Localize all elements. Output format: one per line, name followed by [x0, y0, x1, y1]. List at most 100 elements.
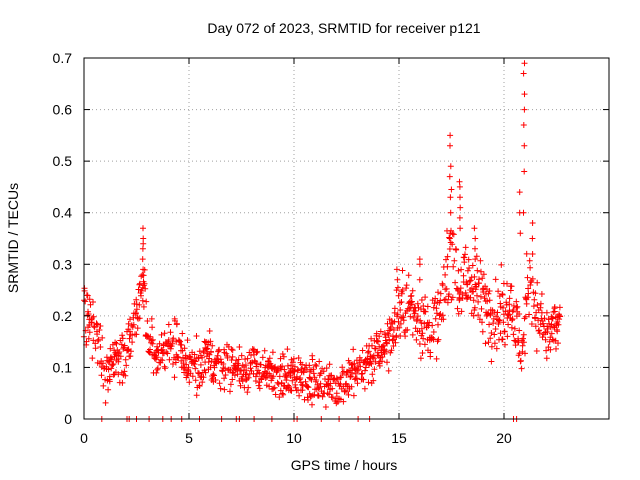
data-point: [418, 297, 425, 303]
data-point: [555, 340, 561, 347]
data-point: [82, 298, 89, 305]
data-point: [110, 361, 117, 367]
data-point: [247, 365, 254, 372]
data-point: [449, 294, 456, 301]
x-tick-label: 5: [185, 430, 193, 446]
axis-ticks: [83, 57, 609, 420]
data-point: [123, 362, 130, 369]
data-point: [85, 335, 92, 342]
data-point: [202, 369, 209, 376]
data-point: [250, 347, 257, 354]
data-point: [385, 367, 392, 374]
data-point: [496, 317, 503, 324]
data-point: [503, 301, 510, 308]
data-point: [369, 371, 376, 378]
data-point: [449, 230, 456, 237]
data-point: [149, 336, 156, 343]
data-point: [138, 287, 145, 294]
data-point: [256, 385, 263, 392]
data-point: [142, 285, 149, 292]
data-point: [153, 369, 160, 376]
data-point: [243, 367, 250, 374]
y-tick-label: 0.7: [53, 50, 73, 66]
data-point: [167, 329, 174, 336]
data-point: [470, 297, 477, 304]
data-point: [499, 336, 506, 343]
data-point: [139, 297, 146, 304]
data-point: [530, 303, 537, 310]
data-point: [368, 335, 375, 342]
data-point: [430, 329, 437, 335]
data-point: [276, 394, 283, 401]
data-point: [158, 331, 165, 338]
data-point: [400, 317, 407, 324]
data-point: [105, 386, 112, 393]
data-point: [229, 353, 236, 360]
data-point: [485, 339, 492, 346]
data-point: [515, 339, 522, 346]
data-point: [516, 189, 523, 196]
data-point: [456, 183, 463, 190]
data-point: [403, 285, 410, 292]
data-point: [431, 300, 438, 307]
data-point: [390, 343, 397, 349]
data-point: [447, 194, 454, 201]
data-point: [229, 376, 236, 383]
data-point: [327, 380, 334, 387]
data-point: [328, 372, 335, 379]
data-point: [437, 297, 444, 304]
data-point: [521, 91, 528, 98]
data-point: [377, 328, 384, 335]
data-point: [140, 303, 147, 310]
data-point: [491, 331, 498, 338]
data-point: [266, 383, 273, 390]
data-point: [99, 334, 106, 341]
data-point: [456, 178, 463, 185]
data-point: [398, 290, 405, 297]
data-point: [533, 348, 540, 354]
data-point: [109, 362, 116, 369]
data-point: [97, 323, 104, 329]
data-point: [535, 317, 542, 324]
data-point: [133, 331, 140, 338]
data-point: [437, 290, 444, 297]
data-point: [435, 289, 441, 296]
data-point: [245, 384, 252, 391]
data-point: [521, 142, 528, 149]
data-point: [385, 332, 392, 338]
data-point: [370, 377, 377, 384]
data-point: [411, 310, 418, 317]
data-point: [291, 363, 298, 370]
data-point: [510, 307, 517, 313]
data-point: [97, 344, 104, 350]
data-point: [280, 391, 287, 398]
data-point: [207, 338, 214, 345]
data-point: [323, 365, 330, 372]
data-point: [514, 303, 521, 310]
data-point: [237, 382, 244, 389]
data-point: [91, 324, 98, 331]
data-point: [166, 356, 173, 363]
data-point: [442, 296, 449, 303]
data-point: [319, 393, 326, 400]
data-point: [446, 234, 453, 241]
data-point: [408, 292, 415, 299]
data-point: [140, 266, 147, 273]
y-tick-label: 0.1: [53, 359, 73, 375]
data-point: [446, 246, 453, 252]
data-point: [256, 369, 263, 376]
data-point: [536, 327, 543, 334]
data-point: [191, 361, 198, 368]
data-point: [289, 377, 296, 384]
data-point: [208, 349, 214, 356]
data-point: [140, 225, 146, 232]
data-point: [127, 316, 133, 323]
data-point: [117, 353, 124, 360]
data-point: [413, 336, 420, 343]
data-point: [479, 328, 486, 335]
data-point: [156, 340, 163, 347]
data-point: [252, 373, 259, 380]
data-point: [480, 271, 487, 278]
data-point: [502, 341, 508, 348]
data-point: [402, 333, 409, 340]
